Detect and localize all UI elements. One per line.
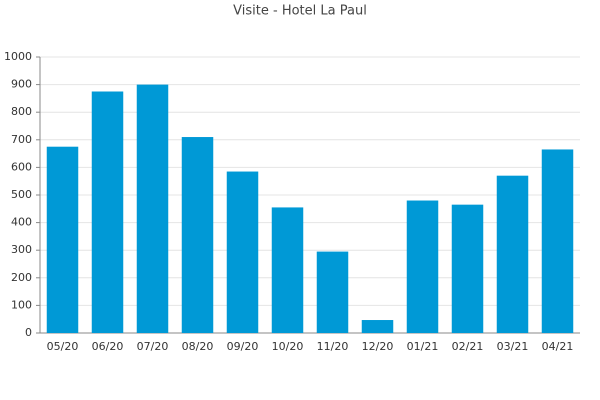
bar xyxy=(46,146,79,333)
x-tick-label: 01/21 xyxy=(407,340,439,353)
bar xyxy=(271,207,304,333)
bar xyxy=(91,91,124,333)
y-tick-label: 900 xyxy=(11,78,32,91)
y-tick-label: 700 xyxy=(11,133,32,146)
x-tick-label: 09/20 xyxy=(227,340,259,353)
x-tick-label: 06/20 xyxy=(92,340,124,353)
bar xyxy=(406,200,439,333)
bar xyxy=(181,137,214,333)
bar xyxy=(451,204,484,333)
x-tick-label: 05/20 xyxy=(47,340,79,353)
bar xyxy=(541,149,574,333)
x-tick-label: 02/21 xyxy=(452,340,484,353)
x-tick-label: 04/21 xyxy=(542,340,574,353)
y-tick-label: 400 xyxy=(11,216,32,229)
bar xyxy=(136,84,169,333)
x-tick-label: 12/20 xyxy=(362,340,394,353)
y-tick-label: 100 xyxy=(11,298,32,311)
y-tick-label: 600 xyxy=(11,160,32,173)
bar xyxy=(496,175,529,333)
y-tick-label: 800 xyxy=(11,105,32,118)
x-tick-label: 11/20 xyxy=(317,340,349,353)
bar xyxy=(226,171,259,333)
chart-title: Visite - Hotel La Paul xyxy=(233,4,367,19)
y-tick-label: 500 xyxy=(11,188,32,201)
x-tick-label: 08/20 xyxy=(182,340,214,353)
x-tick-label: 03/21 xyxy=(497,340,529,353)
x-tick-label: 10/20 xyxy=(272,340,304,353)
y-tick-label: 200 xyxy=(11,271,32,284)
y-tick-label: 1000 xyxy=(4,50,32,63)
bar xyxy=(361,320,394,333)
bar xyxy=(316,251,349,333)
x-tick-label: 07/20 xyxy=(137,340,169,353)
y-tick-label: 300 xyxy=(11,243,32,256)
y-tick-label: 0 xyxy=(25,326,32,339)
